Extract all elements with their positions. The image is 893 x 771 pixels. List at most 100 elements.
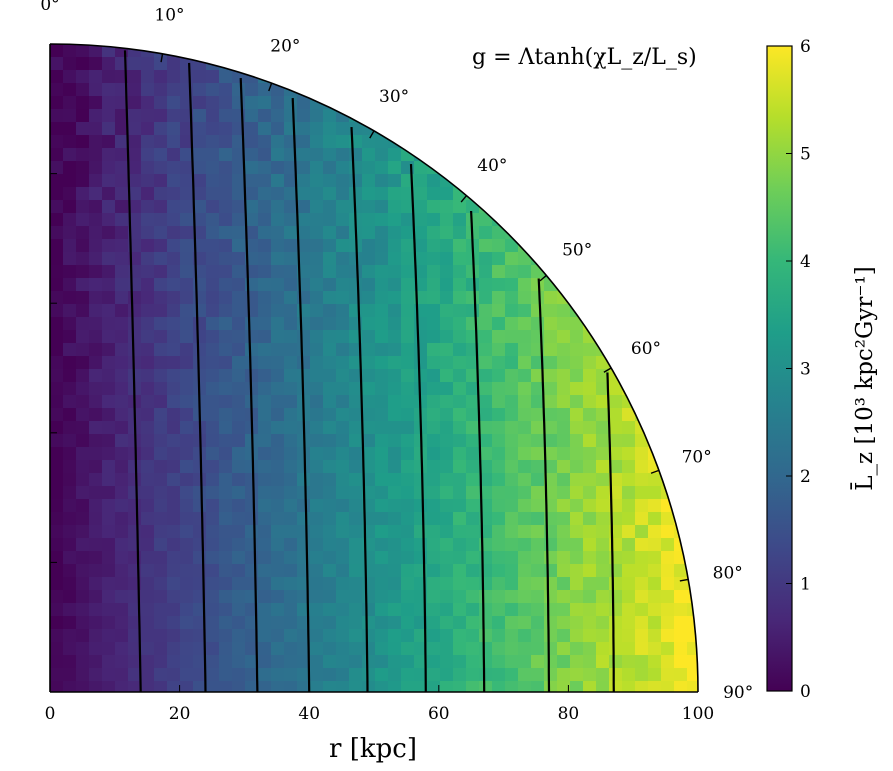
heat-cell [557,681,571,692]
heat-cell [193,200,207,214]
heat-cell [648,538,662,552]
heat-cell [570,538,584,552]
heat-cell [336,460,350,474]
heat-cell [414,200,428,214]
heat-cell [492,538,506,552]
heat-cell [453,577,467,591]
heat-cell [154,57,168,71]
heat-cell [427,577,441,591]
heat-cell [492,291,506,305]
heat-cell [492,486,506,500]
heat-cell [557,603,571,617]
heat-cell [596,642,610,656]
heat-cell [596,447,610,461]
heat-cell [167,616,181,630]
heat-cell [518,551,532,565]
heat-cell [635,473,649,487]
heat-cell [63,96,77,110]
heat-cell [427,538,441,552]
heat-cell [141,629,155,643]
heat-cell [284,434,298,448]
heat-cell [388,330,402,344]
heat-cell [115,44,129,58]
heat-cell [505,577,519,591]
heat-cell [544,603,558,617]
heat-cell [362,265,376,279]
heat-cell [154,369,168,383]
heat-cell [167,304,181,318]
heat-cell [154,135,168,149]
heat-cell [258,473,272,487]
heat-cell [219,551,233,565]
heat-cell [167,655,181,669]
heat-cell [635,512,649,526]
heat-cell [258,161,272,175]
heat-cell [323,109,337,123]
heat-cell [219,499,233,513]
heat-cell [297,187,311,201]
heat-cell [466,564,480,578]
heat-cell [323,291,337,305]
heat-cell [271,343,285,357]
heat-cell [102,668,116,682]
heat-cell [154,304,168,318]
heat-cell [583,629,597,643]
heat-cell [531,525,545,539]
heat-cell [388,174,402,188]
heat-cell [102,96,116,110]
heat-cell [50,278,64,292]
heat-cell [245,83,259,97]
heat-cell [206,603,220,617]
heat-cell [557,382,571,396]
heat-cell [323,122,337,136]
heat-cell [245,96,259,110]
heat-cell [89,382,103,396]
heat-cell [180,434,194,448]
heat-cell [505,668,519,682]
heat-cell [141,291,155,305]
heat-cell [531,434,545,448]
heat-cell [297,161,311,175]
heat-cell [128,330,142,344]
heat-cell [284,460,298,474]
heat-cell [206,122,220,136]
heat-cell [284,681,298,692]
heat-cell [466,642,480,656]
heat-cell [440,460,454,474]
heat-cell [89,577,103,591]
heat-cell [440,213,454,227]
heat-cell [63,187,77,201]
heat-cell [50,512,64,526]
heat-cell [427,473,441,487]
heat-cell [492,577,506,591]
heat-cell [141,252,155,266]
heat-cell [115,252,129,266]
heat-cell [154,434,168,448]
heat-cell [310,512,324,526]
heat-cell [609,577,623,591]
heat-cell [167,681,181,692]
heat-cell [284,629,298,643]
heat-cell [89,447,103,461]
heat-cell [544,434,558,448]
heat-cell [427,330,441,344]
heat-cell [544,486,558,500]
heat-cell [557,278,571,292]
heat-cell [206,252,220,266]
heat-cell [388,265,402,279]
heat-cell [401,473,415,487]
heat-cell [674,629,688,643]
heat-cell [310,603,324,617]
heat-cell [635,486,649,500]
heat-cell [466,473,480,487]
heat-cell [219,161,233,175]
heat-cell [427,421,441,435]
heat-cell [167,330,181,344]
heat-cell [336,564,350,578]
heat-cell [674,655,688,669]
heat-cell [180,356,194,370]
heat-cell [401,135,415,149]
heat-cell [284,187,298,201]
heat-cell [206,551,220,565]
heat-cell [674,616,688,630]
